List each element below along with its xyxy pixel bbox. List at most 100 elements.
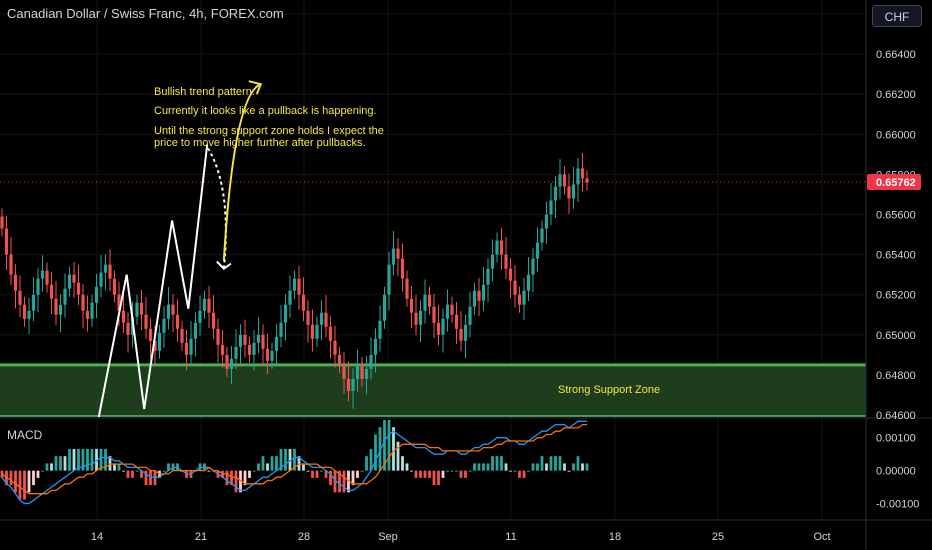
support-zone [0,364,866,416]
macd-histogram-bar [378,427,382,471]
candle-body [472,290,477,307]
candle-body [225,354,229,369]
candle-body [67,274,72,289]
macd-histogram-bar [131,470,134,478]
macd-histogram-bar [387,419,391,471]
candle-body [270,350,274,361]
macd-histogram-bar [50,463,53,471]
candle-body [414,312,418,325]
grid-lines [0,0,866,520]
macd-histogram-bar [459,470,463,478]
macd-histogram-bar [495,456,499,471]
candle-body [310,324,315,339]
candle-body [477,290,481,301]
candle-body [63,288,67,305]
candle-body [36,278,40,295]
macd-histogram-bar [108,456,112,471]
candle-body [504,254,508,269]
macd-histogram-bar [36,470,40,478]
time-tick-label: 25 [712,531,724,543]
candle-body [162,318,166,333]
candle-body [202,298,207,311]
macd-histogram-bar [311,470,314,478]
macd-histogram-bar [540,456,544,471]
current-price-value: 0.65762 [876,177,916,189]
candle-body [324,312,328,327]
candle-body [112,278,117,295]
candle-body [166,304,171,319]
candle-body [405,278,409,299]
macd-histogram-bar [90,448,94,471]
bullish-arrowhead [248,80,263,95]
candle-body [99,272,103,287]
candle-body [49,284,54,299]
macd-histogram-bar [405,463,409,471]
macd-histogram-bar [122,470,125,472]
candle-body [234,346,238,359]
candle-body [229,358,234,369]
macd-histogram-bar [365,456,368,471]
macd-histogram-bar [95,448,98,471]
price-axis[interactable]: 0.666000.664000.662000.660000.658000.656… [876,9,916,422]
candle-body [184,342,189,355]
time-axis[interactable]: 14 21 28 Sep 11 18 25 Oct [91,531,831,543]
macd-histogram-bar [230,470,233,486]
trend-zigzag-line [97,144,209,418]
candle-body [571,184,576,199]
candle-body [297,278,301,295]
candle-body [238,334,243,347]
candle-body [355,364,360,379]
candle-body [396,248,400,259]
macd-histogram-bar [585,463,589,471]
candle-body [198,310,202,323]
macd-histogram-bar [549,456,553,471]
candle-body [454,314,459,329]
candle-body [180,328,184,343]
macd-histogram-bar [351,470,355,486]
candle-body [333,340,337,355]
candle-body [513,280,517,295]
candle-body [85,310,90,319]
current-price-tag: 0.65762 [867,174,921,191]
macd-histogram-bar [63,456,67,471]
macd-histogram-bar [234,470,238,493]
macd-histogram-bar [572,463,575,471]
currency-button[interactable]: CHF [872,5,922,27]
macd-histogram-bar [140,470,143,478]
candle-body [369,354,373,369]
macd-histogram-bar [527,470,530,472]
candle-body [261,334,265,349]
candle-body [211,312,216,329]
macd-histogram-bar [59,456,62,471]
macd-histogram-bar [581,463,584,471]
macd-histogram-bar [149,470,152,486]
pullback-arrowhead [216,260,232,270]
candle-body [81,294,85,311]
candle-body [481,284,486,301]
candle-body [153,340,157,351]
candle-body [436,322,441,335]
candle-body [360,364,364,379]
time-tick-label: 18 [609,531,621,543]
candle-body [22,304,27,319]
macd-histogram-bar [261,456,265,471]
candle-body [315,324,319,339]
candle-body [103,264,108,273]
macd-histogram-bar [554,456,557,471]
candle-body [108,264,112,279]
candle-body [391,248,396,265]
candle-body [378,320,382,339]
candle-body [189,338,193,355]
macd-histogram-bar [360,470,364,472]
candle-body [382,294,387,321]
macd-histogram-bar [437,470,440,486]
candle-body [279,322,283,337]
candle-body [423,294,427,311]
candle-body [135,302,139,317]
candle-body [40,270,45,279]
candle-body [585,178,589,183]
candle-body [351,378,355,391]
candle-body [157,332,162,351]
candle-body [175,314,180,329]
